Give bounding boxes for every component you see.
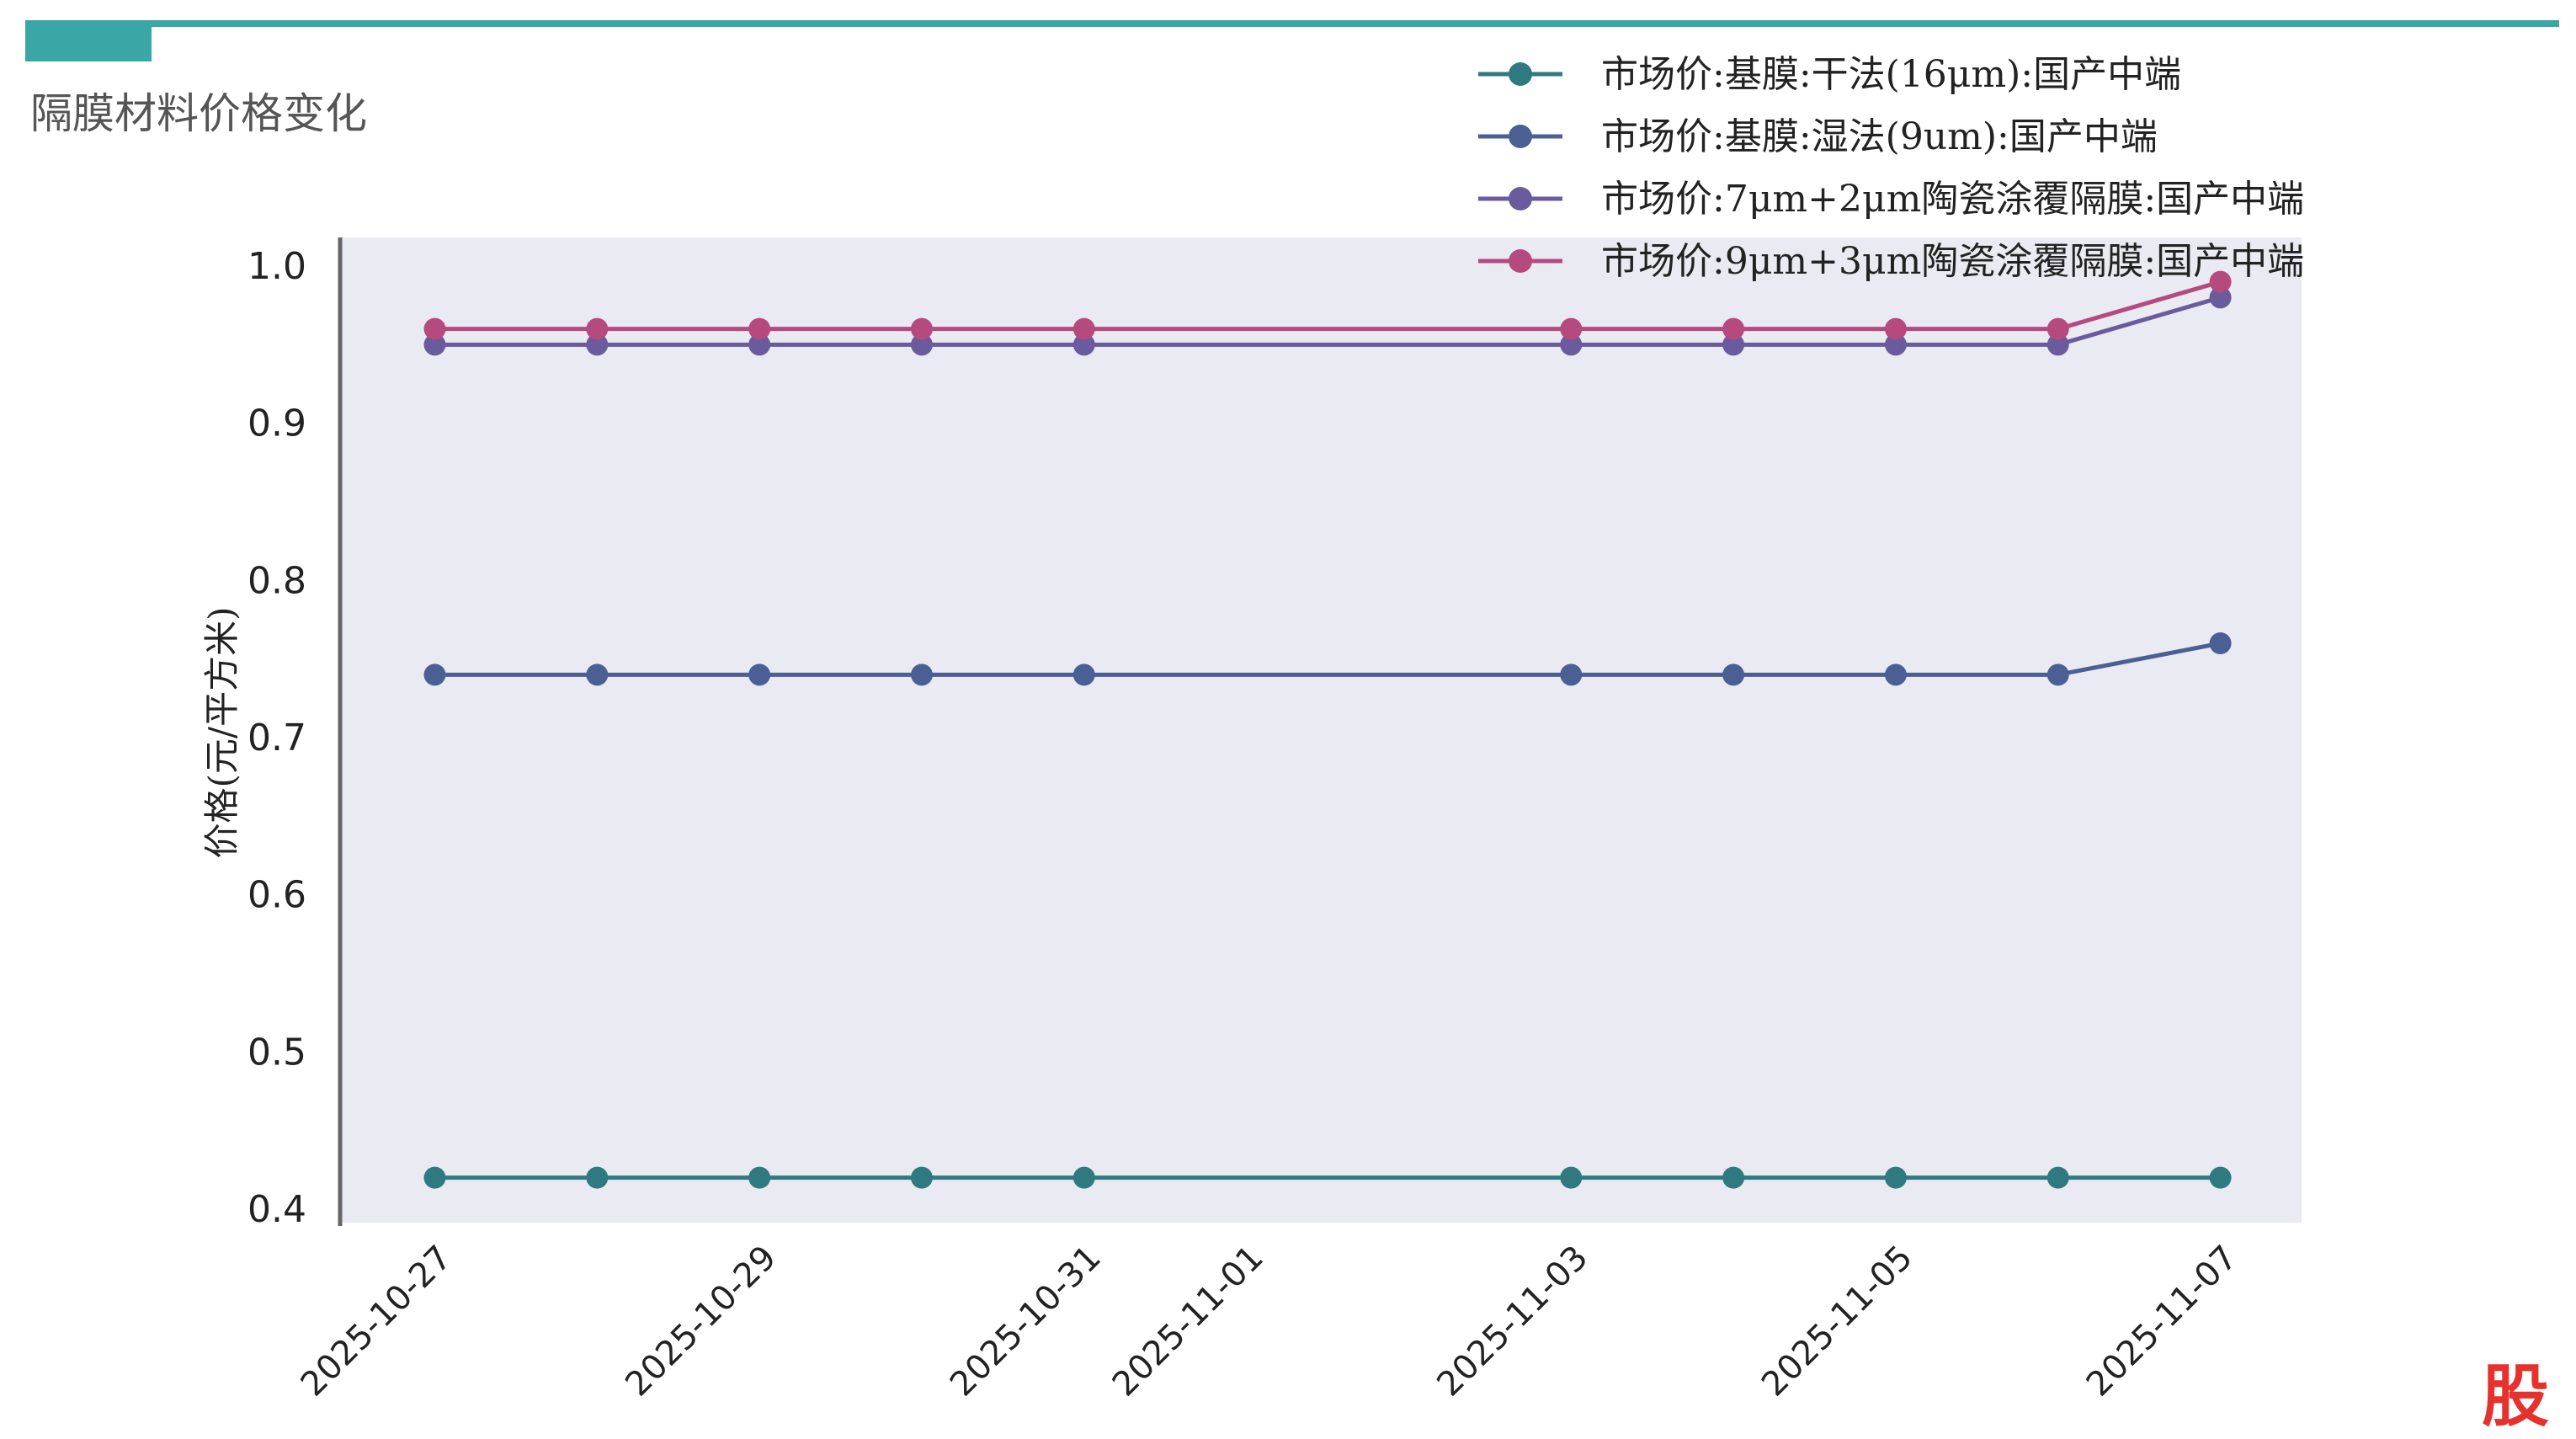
data-point: [2209, 632, 2232, 654]
data-point: [423, 1166, 446, 1189]
legend-label: 市场价:9μm+3μm陶瓷涂覆隔膜:国产中端: [1601, 240, 2304, 283]
data-point: [2046, 664, 2069, 686]
data-point: [1722, 317, 1745, 340]
series-line: [434, 280, 2222, 332]
data-point: [423, 664, 446, 686]
data-point: [910, 317, 933, 340]
x-tick-label: 2025-10-31: [943, 1239, 1109, 1404]
x-tick-label: 2025-10-27: [294, 1239, 460, 1404]
data-point: [1560, 1166, 1583, 1189]
data-point: [1884, 1166, 1907, 1189]
data-point: [1722, 333, 1745, 356]
x-tick-label: 2025-11-01: [1105, 1239, 1271, 1404]
data-point: [748, 317, 771, 340]
y-tick-label: 0.6: [247, 874, 306, 917]
data-point: [1560, 664, 1583, 686]
legend: 市场价:基膜:干法(16μm):国产中端市场价:基膜:湿法(9um):国产中端市…: [1478, 53, 2304, 283]
data-point: [1560, 317, 1583, 340]
legend-item: 市场价:9μm+3μm陶瓷涂覆隔膜:国产中端: [1478, 240, 2304, 283]
data-point: [2046, 317, 2069, 340]
legend-marker: [1509, 125, 1532, 148]
legend-item: 市场价:基膜:湿法(9um):国产中端: [1478, 115, 2158, 158]
y-tick-label: 0.9: [247, 402, 306, 445]
legend-label: 市场价:基膜:干法(16μm):国产中端: [1601, 53, 2181, 96]
data-point: [1560, 333, 1583, 356]
y-tick-label: 1.0: [247, 245, 306, 288]
data-point: [423, 333, 446, 356]
data-point: [910, 1166, 933, 1189]
data-point: [586, 333, 609, 356]
legend-label: 市场价:基膜:湿法(9um):国产中端: [1601, 115, 2158, 158]
x-tick-labels: 2025-10-27 2025-10-29 2025-10-312025-11-01…: [294, 1239, 2245, 1404]
data-point: [423, 317, 446, 340]
y-tick-label: 0.7: [247, 717, 306, 759]
data-point: [2209, 286, 2232, 309]
legend-item: 市场价:基膜:干法(16μm):国产中端: [1478, 53, 2181, 96]
header-accent-line: [25, 20, 2559, 27]
legend-marker: [1509, 62, 1532, 86]
data-point: [1072, 664, 1095, 686]
data-point: [2209, 270, 2232, 293]
y-axis-label: 价格(元/平方米): [201, 607, 242, 859]
data-point: [748, 333, 771, 356]
y-tick-labels: 0.4 0.5 0.6 0.7 0.8 0.9 1.0: [247, 245, 306, 1231]
series-layer: [423, 270, 2232, 1189]
page-title: 隔膜材料价格变化: [30, 89, 367, 138]
data-point: [2209, 1166, 2232, 1189]
legend-marker: [1509, 249, 1532, 273]
data-point: [748, 1166, 771, 1189]
data-point: [1884, 317, 1907, 340]
data-point: [586, 317, 609, 340]
data-point: [586, 1166, 609, 1189]
data-point: [910, 333, 933, 356]
header-accent-block: [25, 23, 152, 61]
series-line: [434, 641, 2222, 677]
data-point: [748, 664, 771, 686]
series-4: [423, 270, 2232, 340]
y-tick-label: 0.5: [247, 1031, 306, 1074]
legend-item: 市场价:7μm+2μm陶瓷涂覆隔膜:国产中端: [1478, 178, 2304, 221]
data-point: [1722, 664, 1745, 686]
legend-label: 市场价:7μm+2μm陶瓷涂覆隔膜:国产中端: [1601, 178, 2304, 221]
legend-marker: [1509, 187, 1532, 211]
x-tick-label: 2025-11-07: [2079, 1239, 2245, 1404]
data-point: [910, 664, 933, 686]
data-point: [1072, 317, 1095, 340]
x-tick-label: 2025-11-05: [1754, 1239, 1920, 1404]
watermark: 股: [2482, 1357, 2549, 1436]
data-point: [586, 664, 609, 686]
series-2: [423, 632, 2232, 686]
data-point: [2046, 1166, 2069, 1189]
data-point: [1884, 664, 1907, 686]
y-tick-label: 0.4: [247, 1188, 306, 1231]
series-line: [434, 295, 2222, 347]
x-tick-label: 2025-11-03: [1429, 1239, 1595, 1404]
data-point: [1072, 333, 1095, 356]
series-1: [423, 1166, 2232, 1189]
data-point: [1884, 333, 1907, 356]
y-tick-label: 0.8: [247, 559, 306, 602]
data-point: [1072, 1166, 1095, 1189]
data-point: [1722, 1166, 1745, 1189]
data-point: [2046, 333, 2069, 356]
x-tick-label: 2025-10-29: [618, 1239, 784, 1404]
series-3: [423, 286, 2232, 356]
plot-area: [340, 237, 2302, 1223]
